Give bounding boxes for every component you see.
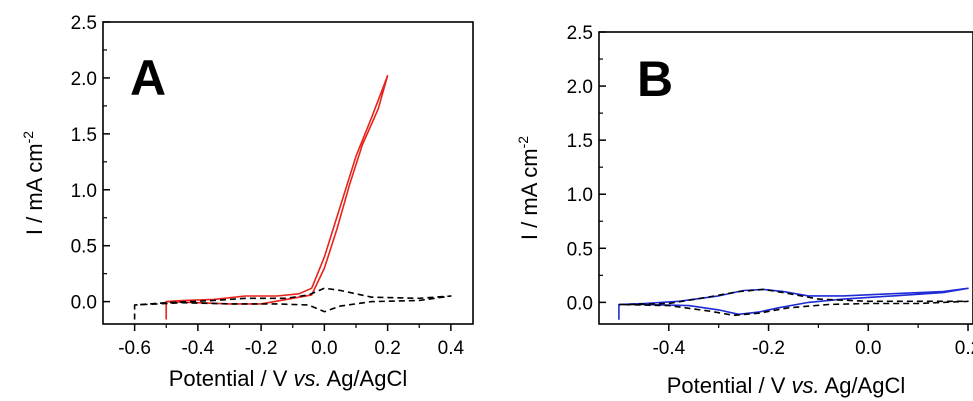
x-tick-label: -0.4 [652, 338, 685, 359]
plot-frame [598, 31, 973, 325]
y-tick-label: 2.5 [71, 13, 97, 34]
panel-b-chart: 0.0 0.5 1.0 1.5 2.0 2.5 -0.4 -0.2 0.0 0.2 B Potenti… [515, 23, 973, 398]
dashed-series-line [618, 288, 969, 317]
y-tick-label: 0.5 [567, 239, 593, 260]
y-tick-label: 0.0 [71, 293, 97, 314]
y-tick-label: 0.0 [567, 293, 593, 314]
x-axis-title: Potential / V vs. Ag/AgCl [169, 366, 407, 391]
plot-frame [102, 21, 474, 325]
x-tick-label: -0.2 [245, 338, 278, 359]
y-tick-label: 2.5 [567, 23, 593, 44]
y-axis-title: I / mA cm-2 [20, 131, 47, 235]
x-tick-label: 0.0 [855, 338, 881, 359]
x-tick-label: -0.2 [752, 338, 785, 359]
panel-label: B [637, 51, 673, 107]
y-tick-label: 1.5 [71, 125, 97, 146]
x-tick-label: -0.4 [181, 338, 214, 359]
solid-series-line [165, 74, 389, 320]
x-axis-title: Potential / V vs. Ag/AgCl [667, 373, 905, 398]
panel-label: A [130, 50, 166, 106]
panel-a-chart: 0.0 0.5 1.0 1.5 2.0 2.5 -0.6 -0.4 -0.2 0.0 0.2 0.4 A… [20, 13, 474, 391]
y-tick-label: 2.0 [71, 69, 97, 90]
x-tick-label: 0.0 [311, 338, 337, 359]
y-tick-label: 2.0 [567, 77, 593, 98]
y-tick-label: 1.0 [567, 185, 593, 206]
x-tick-label: 0.2 [955, 338, 973, 359]
y-tick-label: 0.5 [71, 237, 97, 258]
x-tick-label: -0.6 [118, 338, 151, 359]
y-tick-label: 1.0 [71, 181, 97, 202]
dashed-series-line [133, 287, 452, 320]
y-axis-title: I / mA cm-2 [515, 136, 542, 240]
y-tick-label: 1.5 [567, 131, 593, 152]
x-tick-label: 0.4 [438, 338, 465, 359]
x-tick-label: 0.2 [374, 338, 400, 359]
